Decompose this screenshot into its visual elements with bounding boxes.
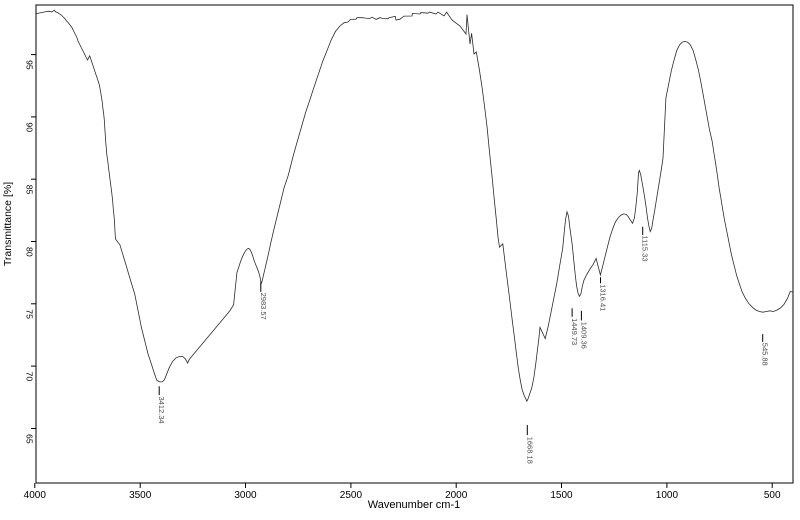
svg-text:545.88: 545.88 <box>761 343 770 366</box>
svg-text:500: 500 <box>764 490 781 501</box>
svg-text:1668.18: 1668.18 <box>525 437 534 464</box>
svg-text:Transmittance [%]: Transmittance [%] <box>2 182 14 266</box>
svg-text:3000: 3000 <box>234 490 257 501</box>
svg-text:90: 90 <box>25 122 35 132</box>
svg-text:1409.36: 1409.36 <box>579 322 588 349</box>
svg-text:1000: 1000 <box>656 490 679 501</box>
svg-text:3412.34: 3412.34 <box>157 397 166 424</box>
svg-text:80: 80 <box>25 247 35 257</box>
svg-text:1500: 1500 <box>550 490 573 501</box>
svg-text:4000: 4000 <box>24 490 47 501</box>
svg-text:85: 85 <box>25 185 35 195</box>
svg-text:95: 95 <box>25 60 35 70</box>
svg-text:70: 70 <box>25 372 35 382</box>
svg-text:2983.57: 2983.57 <box>259 293 268 320</box>
svg-text:3500: 3500 <box>129 490 152 501</box>
svg-text:65: 65 <box>25 434 35 444</box>
svg-text:1316.41: 1316.41 <box>599 284 608 311</box>
svg-text:1115.33: 1115.33 <box>641 236 650 262</box>
svg-text:Wavenumber cm-1: Wavenumber cm-1 <box>368 499 461 511</box>
svg-text:1449.73: 1449.73 <box>570 318 579 345</box>
svg-text:2500: 2500 <box>340 490 363 501</box>
svg-text:75: 75 <box>25 309 35 319</box>
